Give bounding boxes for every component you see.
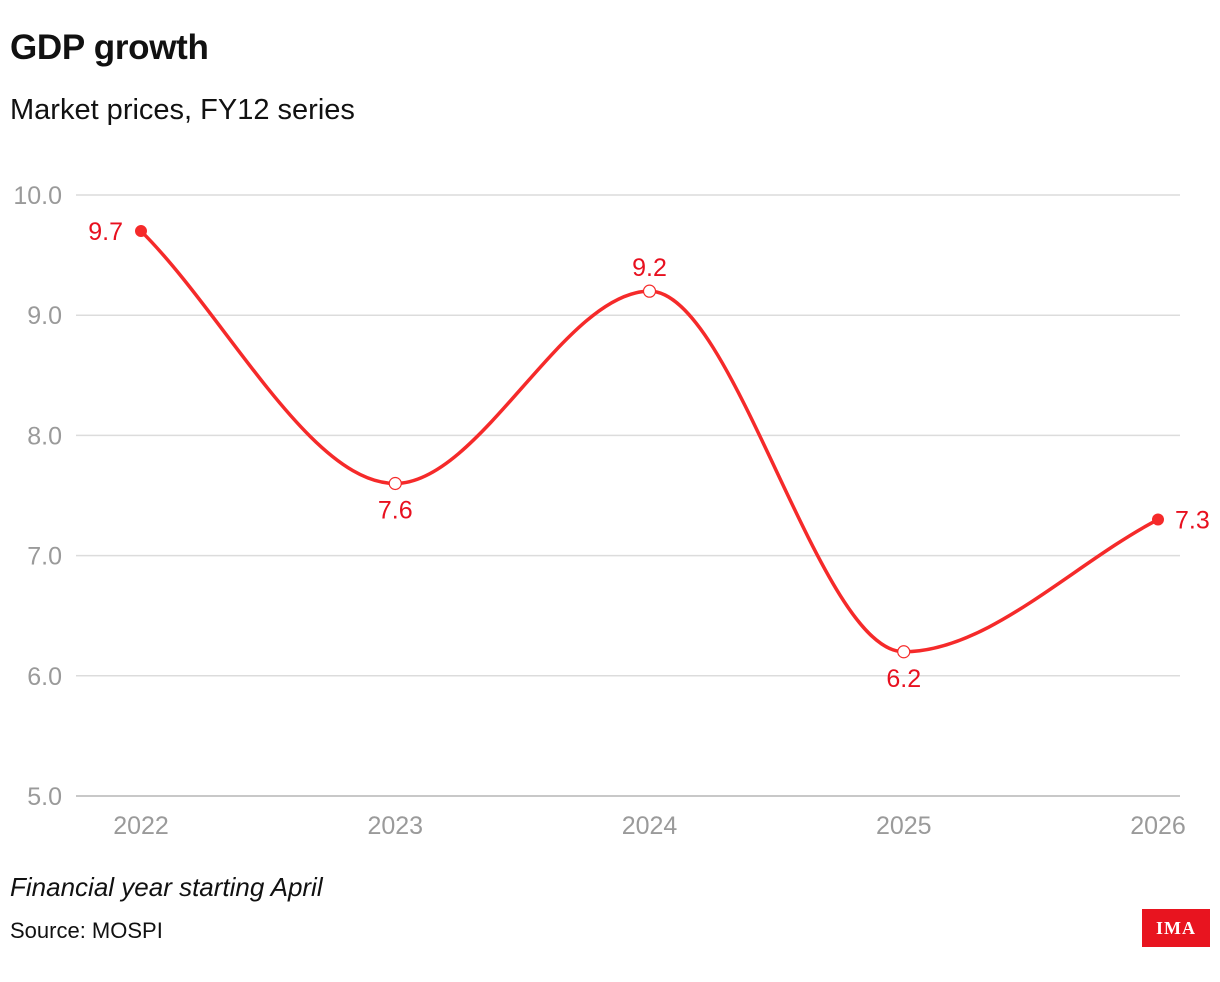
y-tick-label: 6.0 <box>27 663 62 691</box>
y-tick-label: 10.0 <box>13 182 62 210</box>
line-chart: 5.0 6.0 7.0 8.0 9.0 10.0 2022 2023 2024 2025 2026… <box>13 182 1210 840</box>
data-points <box>135 225 1164 659</box>
y-tick-label: 8.0 <box>27 422 62 450</box>
data-point <box>642 284 657 298</box>
brand-logo: IMA <box>1142 909 1210 947</box>
data-label: 7.3 <box>1175 507 1210 535</box>
data-point <box>897 645 911 659</box>
data-point <box>135 225 147 238</box>
x-tick-label: 2022 <box>113 812 169 840</box>
chart-title: GDP growth <box>10 28 209 67</box>
x-axis-ticks: 2022 2023 2024 2025 2026 <box>113 812 1186 840</box>
chart-note: Financial year starting April <box>10 872 323 902</box>
data-label: 7.6 <box>378 496 413 524</box>
y-tick-label: 9.0 <box>27 302 62 330</box>
data-point <box>1152 513 1164 526</box>
x-tick-label: 2024 <box>622 812 678 840</box>
gridlines <box>76 194 1180 797</box>
data-label: 9.7 <box>88 218 123 246</box>
data-point <box>388 476 402 491</box>
data-labels: 9.7 7.6 9.2 6.2 7.3 <box>88 218 1210 693</box>
y-axis-ticks: 5.0 6.0 7.0 8.0 9.0 10.0 <box>13 182 62 811</box>
data-label: 6.2 <box>886 665 921 693</box>
chart-subtitle: Market prices, FY12 series <box>10 94 355 126</box>
x-tick-label: 2026 <box>1130 812 1186 840</box>
x-tick-label: 2025 <box>876 812 932 840</box>
y-tick-label: 5.0 <box>27 783 62 811</box>
data-label: 9.2 <box>632 254 667 282</box>
source-text: Source: MOSPI <box>10 918 163 943</box>
y-tick-label: 7.0 <box>27 543 62 571</box>
x-tick-label: 2023 <box>367 812 423 840</box>
